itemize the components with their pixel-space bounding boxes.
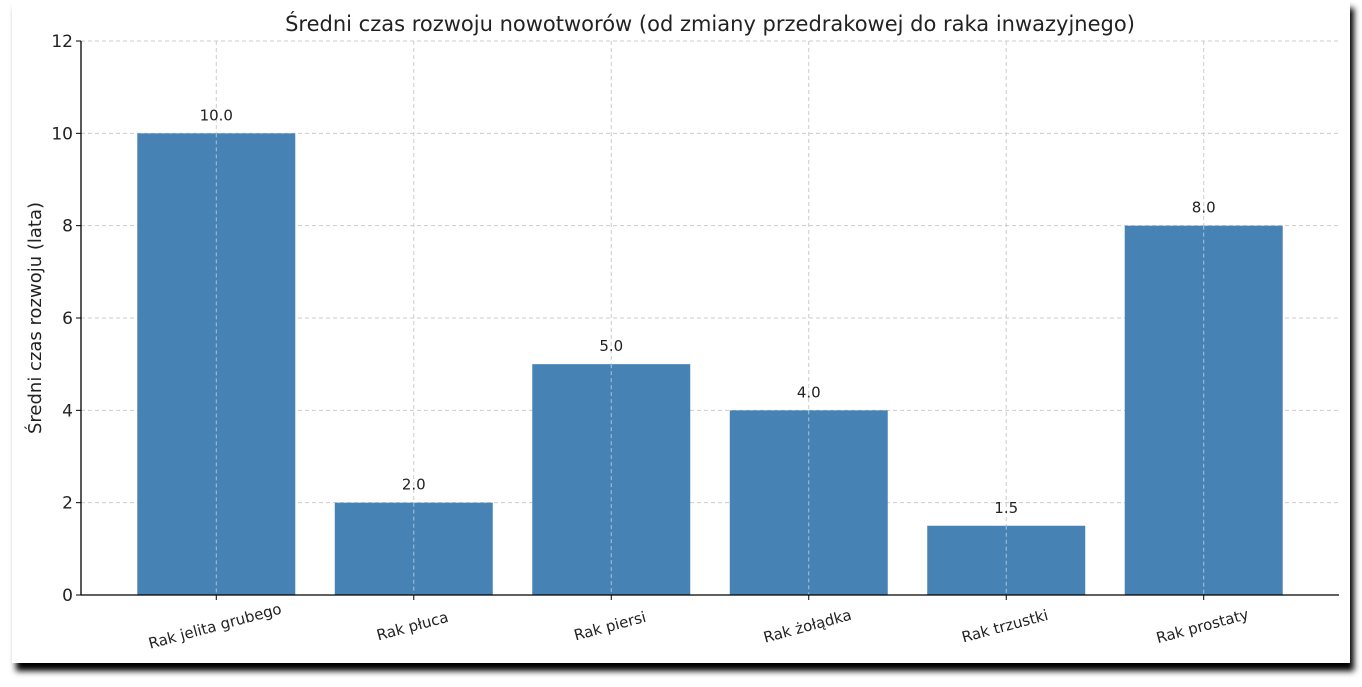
data-label: 4.0 bbox=[797, 383, 821, 401]
y-axis-label: Średni czas rozwoju (lata) bbox=[24, 202, 46, 434]
y-tick-label: 2 bbox=[62, 494, 73, 514]
x-tick-label: Rak płuca bbox=[375, 608, 451, 644]
y-tick-label: 10 bbox=[51, 124, 73, 144]
x-tick-label: Rak żołądka bbox=[761, 606, 853, 647]
chart-title: Średni czas rozwoju nowotworów (od zmian… bbox=[285, 11, 1135, 36]
x-tick-label: Rak piersi bbox=[572, 608, 648, 644]
data-label: 1.5 bbox=[994, 499, 1018, 517]
data-label: 10.0 bbox=[200, 106, 233, 124]
x-tick-label: Rak jelita grubego bbox=[147, 600, 284, 653]
x-tick-label: Rak prostaty bbox=[1154, 605, 1250, 647]
y-tick-label: 8 bbox=[62, 217, 73, 237]
y-tick-label: 0 bbox=[62, 586, 73, 606]
bar bbox=[137, 133, 296, 596]
y-tick-label: 12 bbox=[51, 32, 73, 52]
data-label: 2.0 bbox=[402, 476, 426, 494]
y-tick-label: 4 bbox=[62, 401, 73, 421]
data-label: 8.0 bbox=[1192, 199, 1216, 217]
data-label: 5.0 bbox=[599, 337, 623, 355]
x-tick-label: Rak trzustki bbox=[960, 606, 1050, 646]
y-tick-label: 6 bbox=[62, 309, 73, 329]
